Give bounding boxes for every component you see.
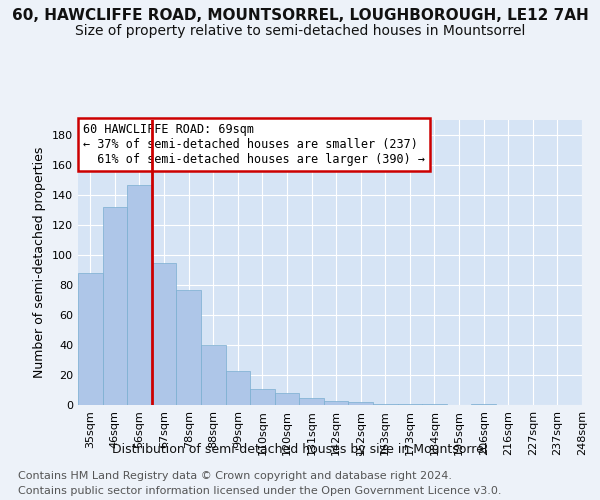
Bar — [349, 402, 373, 405]
Bar — [472, 404, 496, 405]
Bar — [324, 400, 349, 405]
Bar — [422, 404, 447, 405]
Bar — [299, 398, 324, 405]
Bar — [78, 273, 103, 405]
Text: Size of property relative to semi-detached houses in Mountsorrel: Size of property relative to semi-detach… — [75, 24, 525, 38]
Bar — [201, 345, 226, 405]
Bar — [275, 393, 299, 405]
Bar — [226, 370, 250, 405]
Text: Contains public sector information licensed under the Open Government Licence v3: Contains public sector information licen… — [18, 486, 502, 496]
Text: Distribution of semi-detached houses by size in Mountsorrel: Distribution of semi-detached houses by … — [112, 442, 488, 456]
Text: 60, HAWCLIFFE ROAD, MOUNTSORREL, LOUGHBOROUGH, LE12 7AH: 60, HAWCLIFFE ROAD, MOUNTSORREL, LOUGHBO… — [11, 8, 589, 22]
Text: Contains HM Land Registry data © Crown copyright and database right 2024.: Contains HM Land Registry data © Crown c… — [18, 471, 452, 481]
Bar — [127, 184, 152, 405]
Bar — [373, 404, 398, 405]
Bar — [250, 388, 275, 405]
Bar — [398, 404, 422, 405]
Bar — [176, 290, 201, 405]
Text: 60 HAWCLIFFE ROAD: 69sqm
← 37% of semi-detached houses are smaller (237)
  61% o: 60 HAWCLIFFE ROAD: 69sqm ← 37% of semi-d… — [83, 123, 425, 166]
Bar — [103, 207, 127, 405]
Y-axis label: Number of semi-detached properties: Number of semi-detached properties — [34, 147, 46, 378]
Bar — [152, 262, 176, 405]
